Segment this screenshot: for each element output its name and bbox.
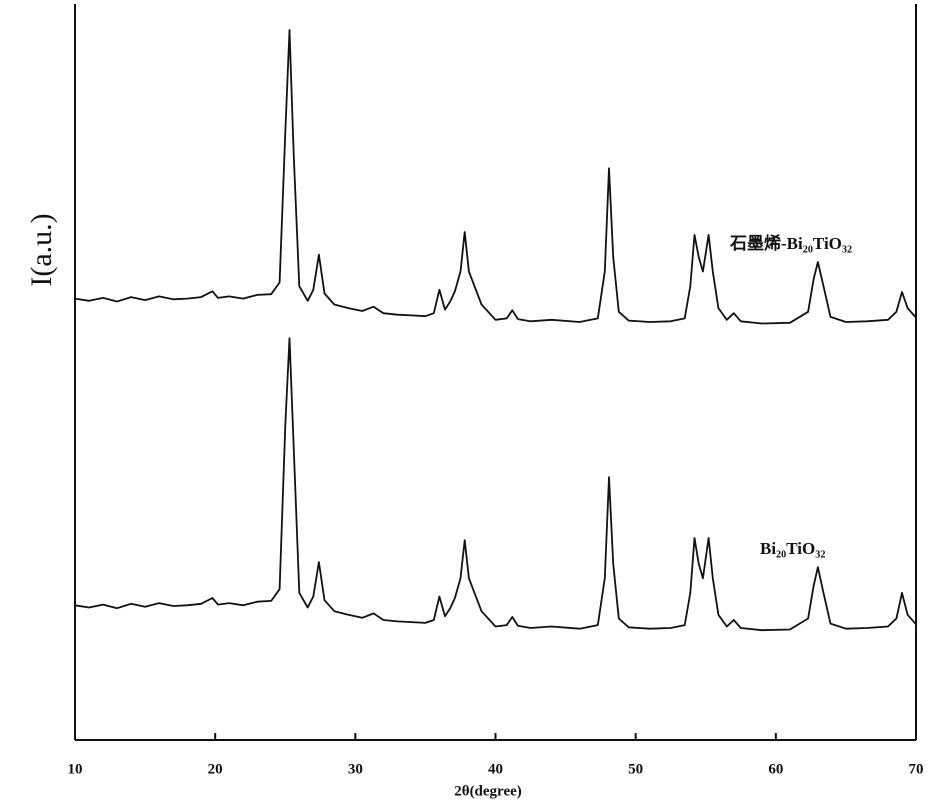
x-tick-label: 50 — [628, 761, 643, 777]
series-line — [75, 338, 916, 630]
x-tick-label: 20 — [208, 761, 223, 777]
x-tick-label: 40 — [488, 761, 503, 777]
chart: 2θ(degree) I(a.u.) 10 20 30 40 50 60 70 石墨烯-Bi₂… — [0, 0, 931, 808]
x-tick-label: 60 — [768, 761, 783, 777]
series-line — [75, 30, 916, 324]
x-tick-label: 10 — [68, 761, 83, 777]
series-label: 石墨烯-Bi₂₀TiO₃₂ — [729, 233, 852, 253]
x-tick-label: 70 — [909, 761, 924, 777]
series-label: Bi₂₀TiO₃₂ — [760, 539, 825, 558]
x-tick-label: 30 — [348, 761, 363, 777]
x-axis-label: 2θ(degree) — [454, 783, 522, 799]
y-axis-label: I(a.u.) — [25, 213, 58, 286]
